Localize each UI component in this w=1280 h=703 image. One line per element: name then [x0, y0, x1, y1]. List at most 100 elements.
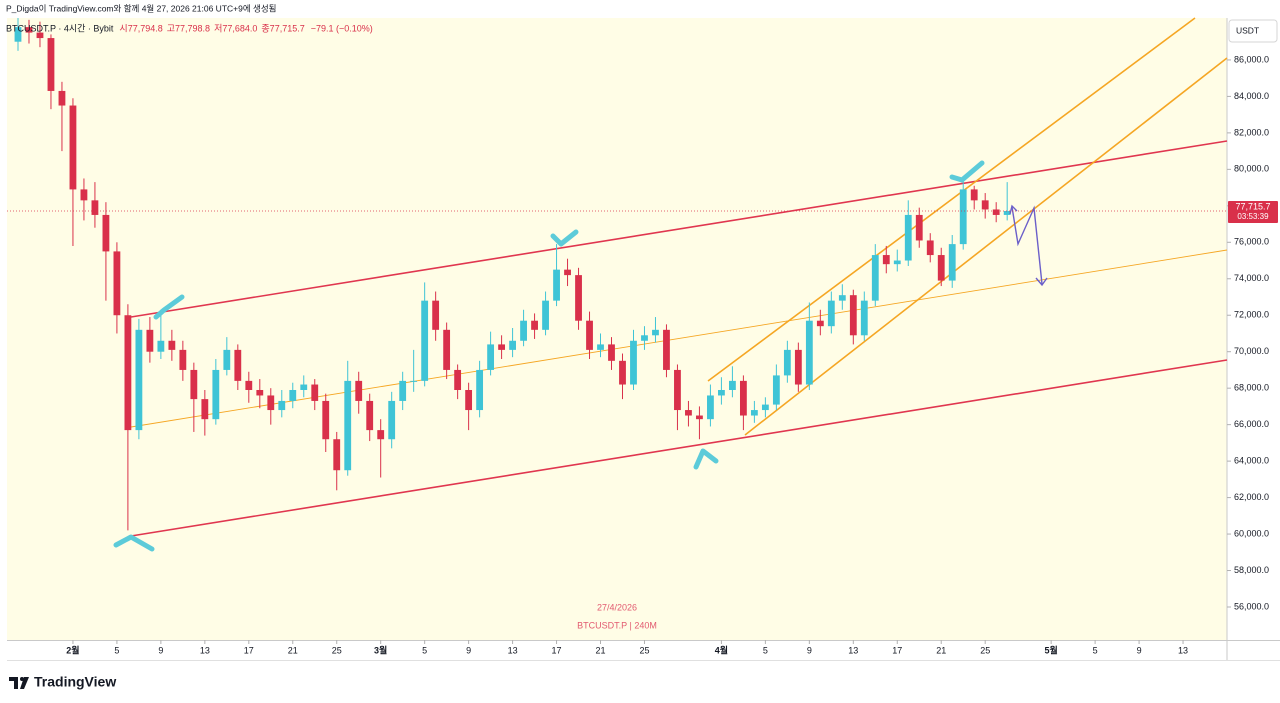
y-tick-label: 64,000.0 — [1234, 455, 1269, 465]
legend-value: 종77,715.7 — [261, 23, 304, 33]
candle-body — [465, 389, 473, 411]
legend-value: 저77,684.0 — [214, 23, 257, 33]
last-price-label: 77,715.7 — [1235, 201, 1270, 211]
candle-body — [586, 320, 593, 350]
candle-body — [937, 255, 945, 281]
candle-body — [926, 240, 934, 256]
candle-body — [981, 200, 989, 210]
candle-body — [904, 214, 912, 261]
legend-change: −79.1 (−0.10%) — [311, 23, 373, 33]
x-tick-label: 17 — [244, 645, 254, 655]
candle-body — [333, 439, 341, 471]
y-tick-label: 72,000.0 — [1234, 310, 1269, 320]
candle-body — [970, 189, 978, 201]
check-mark — [113, 534, 155, 552]
check-mark — [153, 294, 185, 320]
candle-body — [630, 340, 637, 385]
arrow-head — [1035, 277, 1048, 287]
candle-body — [36, 32, 44, 39]
candle-body — [190, 369, 198, 400]
candle-body — [91, 200, 99, 215]
candle-body — [201, 399, 209, 420]
y-tick-label: 86,000.0 — [1234, 54, 1269, 64]
candle-body — [487, 344, 495, 370]
candle-body — [619, 360, 626, 385]
candle-body — [509, 340, 516, 350]
candle-body — [212, 369, 220, 420]
candle-body — [1003, 211, 1011, 215]
candle-body — [278, 400, 286, 411]
candle-body — [311, 384, 319, 401]
candle-body — [728, 380, 736, 390]
candle-body — [366, 400, 374, 431]
x-tick-label: 5 — [763, 645, 768, 655]
countdown-label: 03:53:39 — [1237, 212, 1269, 221]
candle-body — [179, 349, 187, 370]
candle-body — [959, 189, 967, 245]
x-tick-label: 5 — [114, 645, 119, 655]
y-tick-label: 66,000.0 — [1234, 419, 1269, 429]
candle-body — [794, 349, 802, 385]
last-price-box — [1228, 201, 1278, 224]
candle-body — [816, 320, 824, 327]
candle-body — [256, 389, 264, 396]
candle-body — [564, 269, 571, 276]
x-tick-label: 13 — [848, 645, 858, 655]
y-tick-label: 70,000.0 — [1234, 346, 1269, 356]
candle-body — [146, 329, 154, 352]
candle-body — [948, 244, 956, 281]
x-tick-label: 21 — [596, 645, 606, 655]
upper-trendline — [130, 140, 1228, 318]
x-tick-label: 21 — [288, 645, 298, 655]
candle-body — [410, 380, 418, 382]
x-tick-label: 17 — [552, 645, 562, 655]
legend-symbol: BTCUSDT.P · 4시간 · Bybit — [6, 23, 114, 33]
y-tick-label: 74,000.0 — [1234, 273, 1269, 283]
candles — [14, 18, 1011, 531]
candle-body — [553, 269, 560, 301]
candle-body — [135, 329, 143, 431]
candle-body — [838, 295, 846, 301]
candle-body — [772, 375, 780, 405]
currency-label: USDT — [1236, 25, 1259, 35]
logo-dot — [20, 677, 24, 681]
y-tick-label: 62,000.0 — [1234, 492, 1269, 502]
candle-body — [739, 380, 747, 416]
watermark-symbol: BTCUSDT.P | 240M — [577, 620, 657, 630]
x-tick-label: 4월 — [715, 644, 728, 655]
candle-body — [58, 90, 66, 106]
candle-body — [893, 260, 901, 265]
candle-body — [432, 300, 440, 330]
candle-body — [80, 189, 88, 201]
x-tick-label: 5 — [1093, 645, 1098, 655]
candle-body — [849, 295, 857, 336]
candle-body — [14, 27, 22, 42]
candle-body — [992, 209, 1000, 215]
x-tick-label: 13 — [1178, 645, 1188, 655]
projection — [1009, 204, 1048, 287]
candle-body — [245, 380, 253, 390]
candle-body — [652, 329, 659, 336]
candle-body — [805, 320, 813, 385]
legend-ohlc: 시77,794.8 고77,798.8 저77,684.0 종77,715.7 −79.… — [119, 23, 372, 33]
x-tick-label: 3월 — [374, 644, 387, 655]
candle-body — [47, 38, 55, 91]
x-tick-label: 9 — [807, 645, 812, 655]
y-tick-label: 56,000.0 — [1234, 601, 1269, 611]
check-mark — [550, 229, 579, 247]
y-tick-label: 84,000.0 — [1234, 91, 1269, 101]
candle-body — [69, 105, 77, 190]
currency-box[interactable] — [1228, 19, 1278, 43]
candle-body — [454, 369, 462, 390]
candle-body — [25, 27, 33, 33]
x-tick-label: 25 — [980, 645, 990, 655]
x-tick-label: 25 — [332, 645, 342, 655]
y-tick-label: 68,000.0 — [1234, 383, 1269, 393]
x-tick-label: 5 — [422, 645, 427, 655]
candle-body — [476, 369, 484, 411]
x-tick-label: 21 — [936, 645, 946, 655]
credit-text: P_Digda이 TradingView.com와 함께 4월 27, 2026… — [6, 3, 277, 13]
candle-body — [575, 275, 582, 321]
candle-body — [685, 410, 692, 416]
